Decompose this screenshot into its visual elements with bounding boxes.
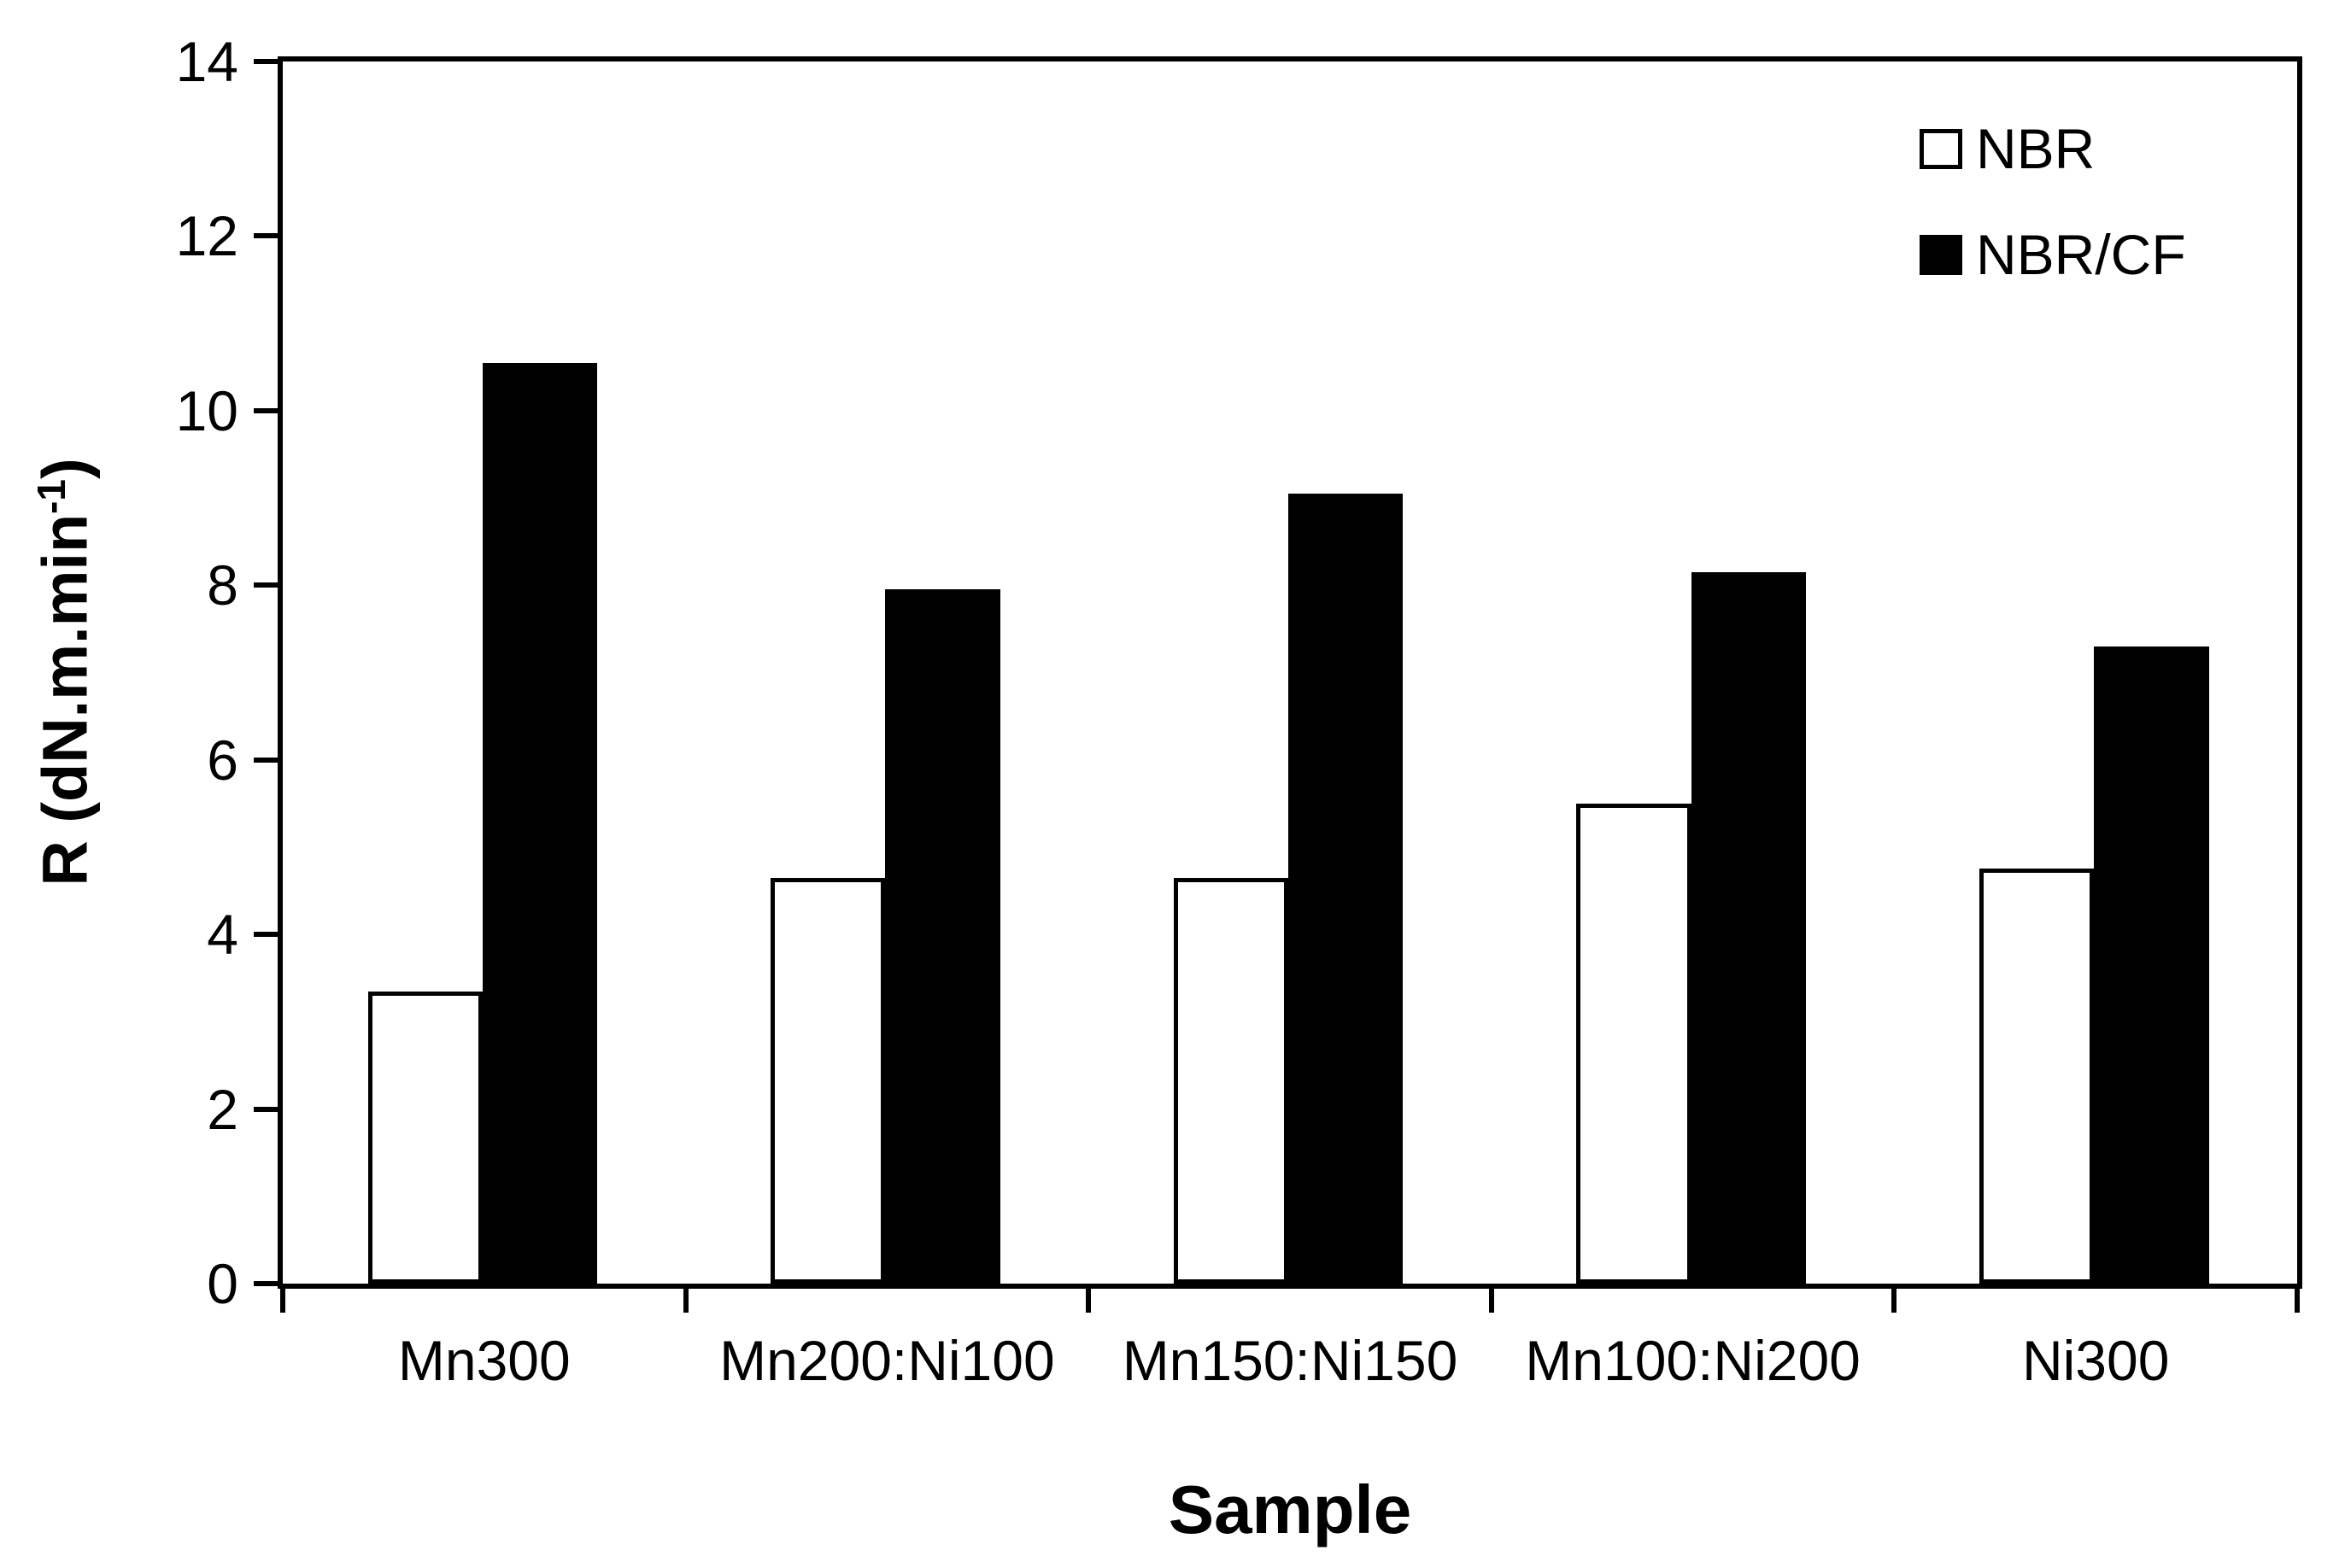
x-tick bbox=[280, 1289, 285, 1313]
y-tick bbox=[254, 407, 278, 413]
y-tick-label: 2 bbox=[207, 1077, 238, 1141]
legend-item-nbr: NBR bbox=[1920, 116, 2186, 181]
y-tick bbox=[254, 582, 278, 588]
y-axis-title: R (dN.m.min-1) bbox=[13, 288, 101, 1056]
y-tick bbox=[254, 1106, 278, 1112]
y-tick-label: 10 bbox=[175, 378, 238, 442]
x-category-label: Mn150:Ni150 bbox=[1122, 1329, 1458, 1392]
legend-item-label: NBR/CF bbox=[1976, 223, 2186, 286]
bar-nbr-mn200-ni100 bbox=[771, 877, 886, 1284]
bar-nbr-mn300 bbox=[367, 991, 483, 1284]
x-axis-title: Sample bbox=[1168, 1471, 1412, 1548]
x-category-label: Mn200:Ni100 bbox=[719, 1329, 1055, 1392]
y-tick-label: 6 bbox=[207, 728, 238, 792]
x-category-label: Mn300 bbox=[397, 1329, 571, 1392]
bar-nbr-cf-mn300 bbox=[482, 362, 598, 1284]
y-tick bbox=[254, 757, 278, 763]
bar-nbr-ni300 bbox=[1979, 869, 2095, 1284]
y-tick-label: 8 bbox=[207, 553, 238, 617]
x-tick bbox=[1488, 1289, 1494, 1313]
y-axis-title-close-paren: ) bbox=[29, 458, 101, 480]
y-tick-label: 4 bbox=[207, 903, 238, 967]
y-axis-title-text: R (dN.m.min bbox=[29, 513, 101, 886]
y-tick bbox=[254, 1281, 278, 1286]
legend: NBR NBR/CF bbox=[1920, 116, 2186, 287]
bar-nbr-mn150-ni150 bbox=[1173, 877, 1288, 1284]
x-tick bbox=[1891, 1289, 1897, 1313]
y-axis-title-superscript: -1 bbox=[29, 479, 73, 514]
bar-nbr-cf-mn200-ni100 bbox=[885, 589, 1000, 1284]
bar-nbr-cf-mn100-ni200 bbox=[1691, 571, 1806, 1284]
legend-item-nbr-cf: NBR/CF bbox=[1920, 222, 2186, 287]
y-tick bbox=[254, 233, 278, 239]
legend-swatch-nbr-cf bbox=[1920, 234, 1962, 275]
y-tick bbox=[254, 59, 278, 64]
bar-nbr-cf-mn150-ni150 bbox=[1288, 493, 1404, 1284]
x-tick bbox=[2295, 1289, 2300, 1313]
x-category-label: Ni300 bbox=[2021, 1329, 2170, 1392]
x-tick bbox=[1086, 1289, 1092, 1313]
y-tick-label: 12 bbox=[175, 204, 238, 268]
legend-swatch-nbr bbox=[1920, 128, 1962, 169]
y-tick-label: 14 bbox=[175, 30, 238, 93]
x-category-label: Mn100:Ni200 bbox=[1525, 1329, 1861, 1392]
x-tick bbox=[683, 1289, 689, 1313]
bar-nbr-cf-ni300 bbox=[2094, 646, 2209, 1284]
bar-nbr-mn100-ni200 bbox=[1576, 803, 1691, 1284]
y-tick-label: 0 bbox=[207, 1252, 238, 1315]
plot-area: NBR NBR/CF 0 2 4 6 8 10 12 14 Mn300 Mn200:Ni100 Mn1… bbox=[176, 32, 2302, 1391]
y-tick bbox=[254, 932, 278, 938]
legend-item-label: NBR bbox=[1976, 117, 2096, 180]
